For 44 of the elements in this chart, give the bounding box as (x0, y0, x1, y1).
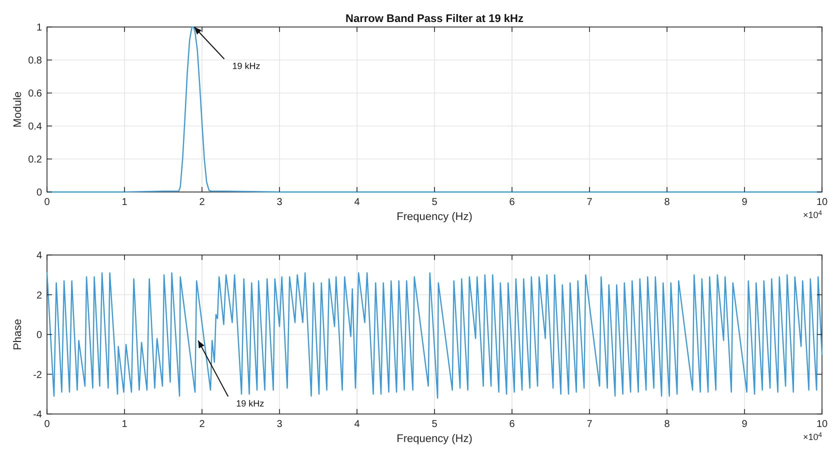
line-series (46, 26, 823, 193)
y-tick-label: 0.6 (28, 88, 42, 100)
x-tick-label: 0 (44, 197, 50, 208)
annotation: 19 kHz (236, 398, 265, 408)
x-axis-title: Frequency (Hz) (396, 433, 472, 445)
x-tick-label: 6 (509, 419, 516, 430)
x-tick-label: 2 (199, 419, 206, 430)
y-axis-title: Module (12, 91, 24, 128)
x-tick-label: 0 (44, 419, 50, 430)
y-tick-label: 0.2 (28, 154, 42, 166)
y-tick-label: 0 (36, 330, 42, 341)
y-axis-title: Phase (12, 318, 24, 350)
x-tick-label: 10 (816, 419, 828, 430)
x-tick-label: 4 (354, 197, 360, 208)
y-tick-label: 0 (36, 188, 42, 198)
y-tick-label: -2 (33, 370, 42, 381)
x-tick-label: 9 (742, 419, 748, 430)
x-tick-label: 9 (742, 197, 748, 208)
x-tick-label: 5 (432, 197, 438, 208)
x-tick-label: 2 (199, 197, 206, 208)
y-tick-label: 1 (36, 22, 42, 34)
x-tick-label: 7 (586, 419, 593, 430)
chart-title: Narrow Band Pass Filter at 19 kHz (346, 13, 524, 25)
y-tick-label: -4 (33, 410, 42, 420)
y-tick-label: 0.4 (28, 122, 42, 132)
line-series (46, 272, 823, 399)
x-tick-label: 10 (816, 197, 828, 208)
x-tick-label: 8 (664, 419, 670, 430)
x-tick-label: 7 (586, 197, 593, 208)
y-tick-label: 0.8 (28, 56, 42, 66)
y-tick-label: 4 (36, 250, 42, 262)
annotation: 19 kHz (232, 61, 261, 71)
x-tick-label: 3 (276, 197, 283, 208)
x-tick-label: 1 (122, 419, 128, 430)
x-tick-label: 8 (664, 197, 670, 208)
x-tick-label: 4 (354, 419, 360, 430)
y-tick-label: 2 (36, 290, 42, 302)
text: ×10$^{4}$ (802, 432, 822, 442)
x-tick-label: 1 (122, 197, 128, 208)
x-tick-label: 3 (276, 419, 283, 430)
x-axis-title: Frequency (Hz) (396, 211, 472, 223)
x-tick-label: 6 (509, 197, 516, 208)
text: ×10$^{4}$ (802, 210, 822, 220)
x-tick-label: 5 (432, 419, 438, 430)
